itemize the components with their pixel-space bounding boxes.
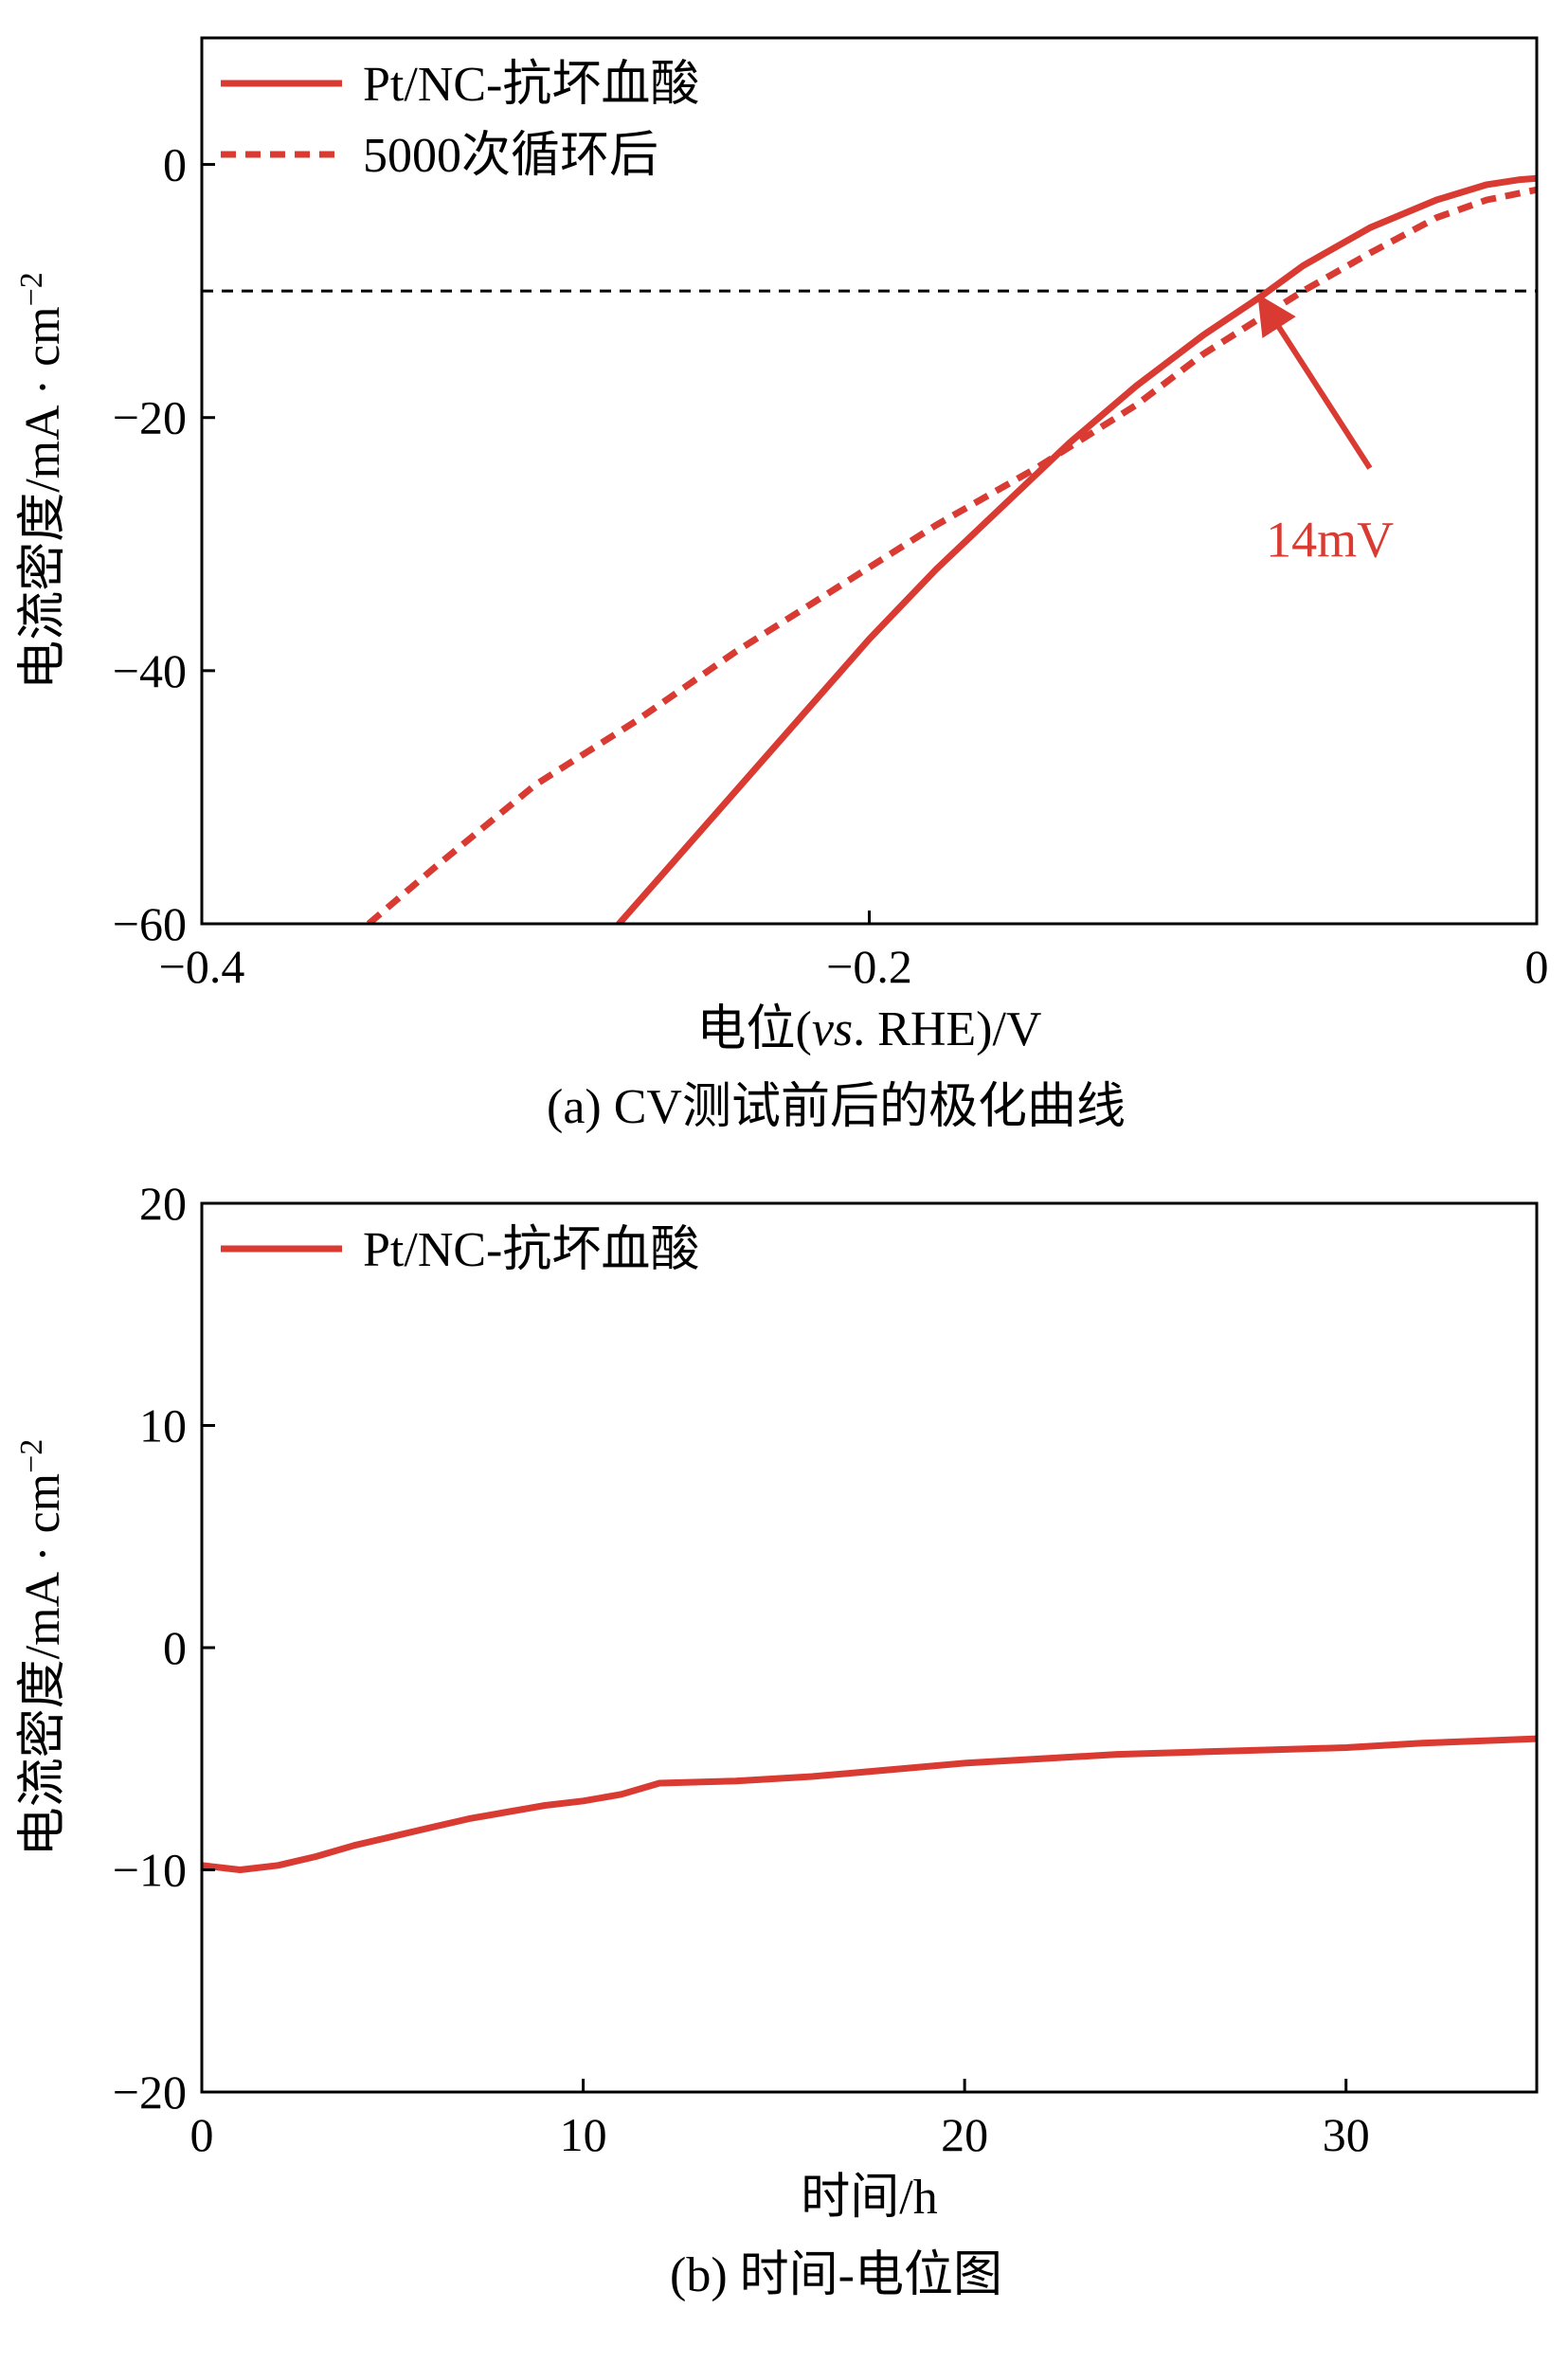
legend-label: 5000次循环后 — [363, 129, 658, 183]
series-line-pt-nc — [615, 174, 1537, 924]
panel-b-plot-frame — [200, 1201, 1539, 2094]
panel-b-x-tick-label: 10 — [560, 2108, 607, 2161]
panel-b-y-tick-label: 10 — [139, 1399, 187, 1452]
panel-b-y-tick-label: 20 — [139, 1177, 187, 1230]
panel-a-y-tick-label: −20 — [113, 391, 187, 444]
panel-a-caption: (a) CV测试前后的极化曲线 — [547, 1080, 1126, 1134]
panel-a-polarization-chart: 14mV −0.4 −0.2 0 −60 −40 −20 0 Pt/NC-抗坏血酸 5000次… — [14, 36, 1549, 1134]
panel-b-y-axis-label: 电流密度/mA · cm−2 — [14, 1439, 70, 1857]
legend-label: Pt/NC-抗坏血酸 — [363, 58, 699, 112]
panel-b-stability-chart: 0 10 20 30 −20 −10 0 10 20 Pt/NC-抗坏血酸 时间/h 电流密度/… — [14, 1177, 1539, 2302]
panel-a-y-axis-label: 电流密度/mA · cm−2 — [14, 272, 70, 690]
annotation-arrow — [1257, 294, 1373, 470]
panel-b-y-tick-label: −20 — [113, 2065, 187, 2119]
panel-a-y-tick-label: 0 — [163, 138, 187, 191]
panel-b-x-tick-label: 20 — [941, 2108, 988, 2161]
panel-b-caption: (b) 时间-电位图 — [670, 2248, 1002, 2302]
panel-b-x-tick-label: 30 — [1323, 2108, 1370, 2161]
panel-a-x-tick-label: −0.2 — [826, 940, 912, 993]
panel-b-y-tick-label: −10 — [113, 1844, 187, 1897]
series-line-pt-nc — [202, 1735, 1537, 1873]
legend-label: Pt/NC-抗坏血酸 — [363, 1223, 699, 1277]
panel-b-y-tick-label: 0 — [163, 1621, 187, 1674]
series-line-after-5000-cycles — [366, 186, 1537, 924]
annotation-label: 14mV — [1266, 512, 1394, 568]
panel-b-x-tick-label: 0 — [190, 2108, 214, 2161]
panel-a-y-tick-label: −40 — [113, 644, 187, 697]
panel-b-x-axis-label: 时间/h — [801, 2171, 937, 2225]
panel-a-x-tick-label: 0 — [1525, 940, 1549, 993]
panel-a-x-tick-label: −0.4 — [159, 940, 245, 993]
panel-a-y-tick-label: −60 — [113, 897, 187, 950]
panel-a-x-axis-label: 电位(vs. RHE)/V — [697, 1002, 1042, 1056]
